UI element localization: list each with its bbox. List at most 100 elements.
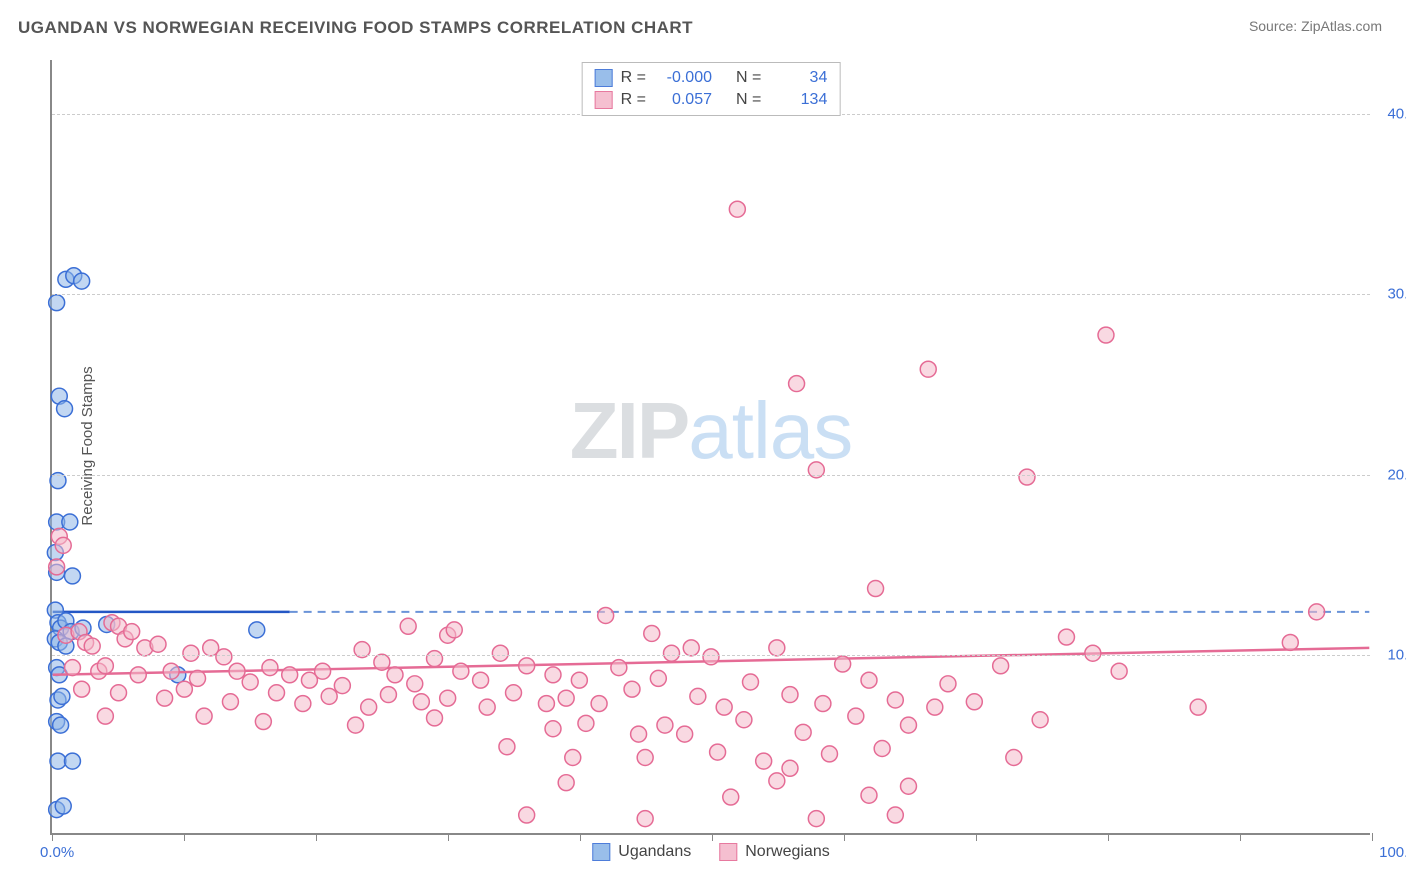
data-point: [1190, 699, 1206, 715]
data-point: [571, 672, 587, 688]
data-point: [453, 663, 469, 679]
data-point: [479, 699, 495, 715]
data-point: [473, 672, 489, 688]
legend-swatch-norwegians: [719, 843, 737, 861]
data-point: [176, 681, 192, 697]
data-point: [53, 717, 69, 733]
data-point: [374, 654, 390, 670]
data-point: [1098, 327, 1114, 343]
data-point: [901, 778, 917, 794]
data-point: [1019, 469, 1035, 485]
data-point: [97, 658, 113, 674]
data-point: [657, 717, 673, 733]
legend-label-norwegians: Norwegians: [745, 843, 829, 861]
data-point: [499, 739, 515, 755]
data-point: [795, 724, 811, 740]
data-point: [1006, 750, 1022, 766]
y-tick-label: 30.0%: [1387, 286, 1406, 303]
data-point: [631, 726, 647, 742]
data-point: [334, 678, 350, 694]
data-point: [242, 674, 258, 690]
n-label: N =: [736, 69, 761, 87]
data-point: [255, 714, 271, 730]
data-point: [591, 696, 607, 712]
x-axis-min-label: 0.0%: [40, 844, 74, 861]
data-point: [1085, 645, 1101, 661]
data-point: [578, 715, 594, 731]
data-point: [64, 568, 80, 584]
data-point: [183, 645, 199, 661]
r-value-norwegians: 0.057: [654, 91, 712, 109]
data-point: [637, 750, 653, 766]
data-point: [269, 685, 285, 701]
data-point: [50, 753, 66, 769]
data-point: [545, 667, 561, 683]
data-point: [315, 663, 331, 679]
y-tick-label: 40.0%: [1387, 106, 1406, 123]
data-point: [1111, 663, 1127, 679]
data-point: [887, 807, 903, 823]
y-tick-label: 10.0%: [1387, 646, 1406, 663]
legend-swatch-ugandans: [592, 843, 610, 861]
data-point: [427, 710, 443, 726]
data-point: [1309, 604, 1325, 620]
data-point: [789, 376, 805, 392]
stats-row-norwegians: R = 0.057 N = 134: [595, 89, 828, 111]
gridline: [52, 475, 1370, 476]
data-point: [927, 699, 943, 715]
x-tick: [1108, 833, 1109, 841]
data-point: [901, 717, 917, 733]
data-point: [62, 514, 78, 530]
data-point: [440, 690, 456, 706]
data-point: [729, 201, 745, 217]
n-label: N =: [736, 91, 761, 109]
x-tick: [712, 833, 713, 841]
x-axis-max-label: 100.0%: [1379, 844, 1406, 861]
r-value-ugandans: -0.000: [654, 69, 712, 87]
data-point: [407, 676, 423, 692]
data-point: [874, 741, 890, 757]
source-attribution: Source: ZipAtlas.com: [1249, 18, 1382, 34]
data-point: [782, 687, 798, 703]
data-point: [282, 667, 298, 683]
data-point: [558, 775, 574, 791]
legend-label-ugandans: Ugandans: [618, 843, 691, 861]
data-point: [861, 672, 877, 688]
data-point: [190, 670, 206, 686]
data-point: [611, 660, 627, 676]
data-point: [769, 773, 785, 789]
data-point: [835, 656, 851, 672]
data-point: [1032, 712, 1048, 728]
data-point: [57, 401, 73, 417]
n-value-norwegians: 134: [769, 91, 827, 109]
data-point: [229, 663, 245, 679]
data-point: [558, 690, 574, 706]
data-point: [361, 699, 377, 715]
data-point: [506, 685, 522, 701]
x-tick: [316, 833, 317, 841]
data-point: [677, 726, 693, 742]
data-point: [822, 746, 838, 762]
data-point: [55, 798, 71, 814]
data-point: [74, 273, 90, 289]
data-point: [887, 692, 903, 708]
x-tick: [976, 833, 977, 841]
data-point: [249, 622, 265, 638]
data-point: [130, 667, 146, 683]
data-point: [815, 696, 831, 712]
data-point: [545, 721, 561, 737]
data-point: [723, 789, 739, 805]
data-point: [84, 638, 100, 654]
data-point: [966, 694, 982, 710]
data-point: [519, 807, 535, 823]
data-point: [74, 681, 90, 697]
data-point: [400, 618, 416, 634]
gridline: [52, 294, 1370, 295]
data-point: [644, 625, 660, 641]
data-point: [262, 660, 278, 676]
data-point: [650, 670, 666, 686]
data-point: [920, 361, 936, 377]
data-point: [150, 636, 166, 652]
data-point: [637, 811, 653, 827]
data-point: [703, 649, 719, 665]
